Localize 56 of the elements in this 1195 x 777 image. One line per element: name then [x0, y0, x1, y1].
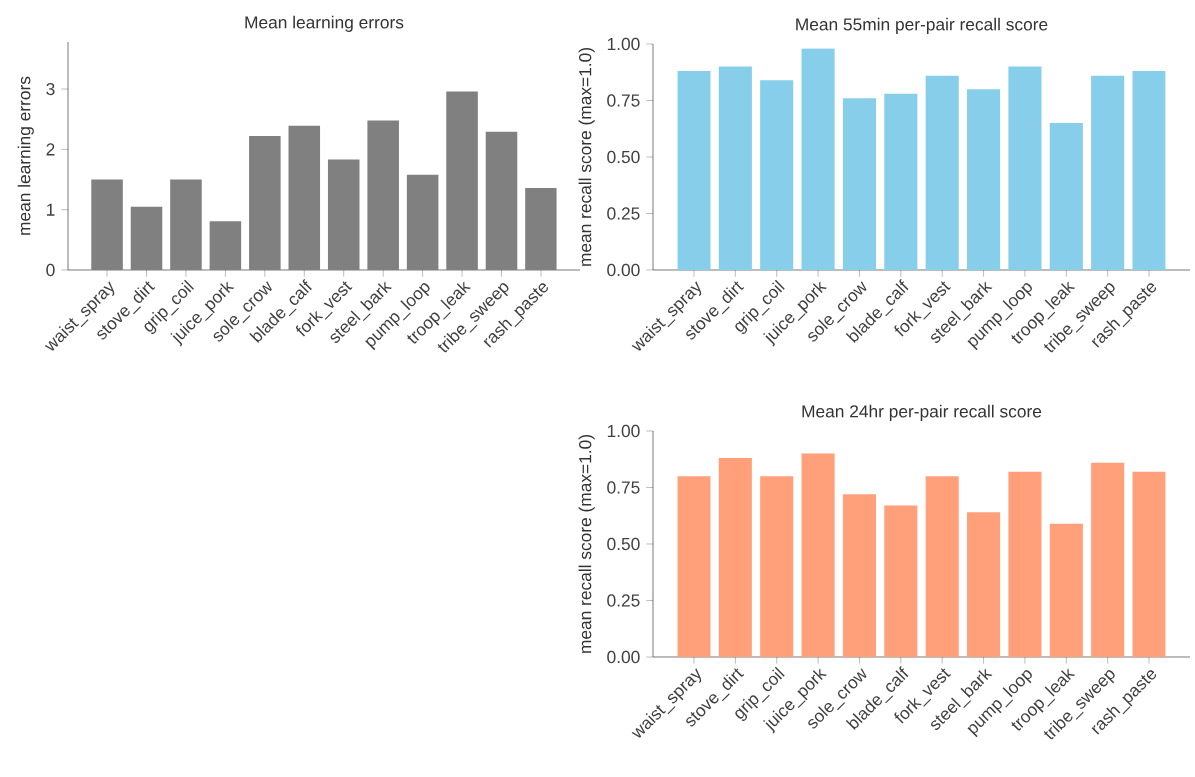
bar — [760, 80, 794, 270]
bar — [249, 136, 281, 270]
bar — [967, 89, 1001, 270]
bar — [842, 494, 876, 657]
bar — [406, 174, 439, 270]
chart-title: Mean 55min per-pair recall score — [796, 17, 1048, 34]
bar — [91, 179, 123, 270]
bar — [801, 48, 835, 270]
bar — [485, 131, 518, 270]
bar — [925, 476, 959, 657]
bar — [677, 476, 711, 657]
y-tick-label: 0.00 — [607, 263, 640, 277]
bar — [209, 221, 242, 270]
y-tick-label: 1 — [46, 203, 55, 216]
bar — [130, 206, 163, 270]
chart-title: Mean learning errors — [245, 15, 404, 32]
bar — [718, 458, 752, 657]
y-tick-label: 0 — [46, 263, 55, 277]
y-tick-label: 0.25 — [607, 594, 640, 607]
y-axis-title: mean learning errors — [17, 76, 34, 235]
y-tick-label: 0.75 — [607, 481, 640, 494]
bar — [842, 98, 876, 270]
y-tick-label: 1.00 — [607, 37, 640, 51]
y-tick-label: 3 — [46, 82, 55, 96]
bar — [718, 66, 752, 270]
bar — [1132, 471, 1166, 657]
bar — [170, 179, 202, 270]
y-tick-label: 0.00 — [607, 650, 640, 664]
bar — [1091, 75, 1125, 270]
bar — [446, 91, 478, 270]
bar — [1049, 523, 1083, 657]
y-axis-title: mean recall score (max=1.0) — [578, 48, 595, 266]
bar — [884, 93, 918, 270]
y-tick-label: 0.50 — [607, 150, 640, 164]
y-tick-label: 0.75 — [607, 94, 640, 107]
bar — [801, 453, 835, 657]
bar — [884, 505, 918, 657]
bar — [525, 187, 557, 270]
bar — [760, 476, 794, 657]
bar — [1008, 66, 1042, 270]
y-tick-label: 1.00 — [607, 424, 640, 438]
bar — [1132, 71, 1166, 270]
bar — [288, 125, 321, 270]
bar — [925, 75, 959, 270]
bar — [967, 512, 1001, 657]
y-tick-label: 2 — [46, 143, 55, 156]
bar — [1091, 462, 1125, 657]
y-tick-label: 0.25 — [607, 207, 640, 220]
bar — [1049, 123, 1083, 270]
y-axis-title: mean recall score (max=1.0) — [578, 435, 595, 653]
y-tick-label: 0.50 — [607, 537, 640, 551]
bar — [677, 71, 711, 270]
chart-title: Mean 24hr per-pair recall score — [802, 404, 1042, 421]
bar — [1008, 471, 1042, 657]
bar — [327, 159, 360, 270]
bar — [367, 120, 399, 270]
